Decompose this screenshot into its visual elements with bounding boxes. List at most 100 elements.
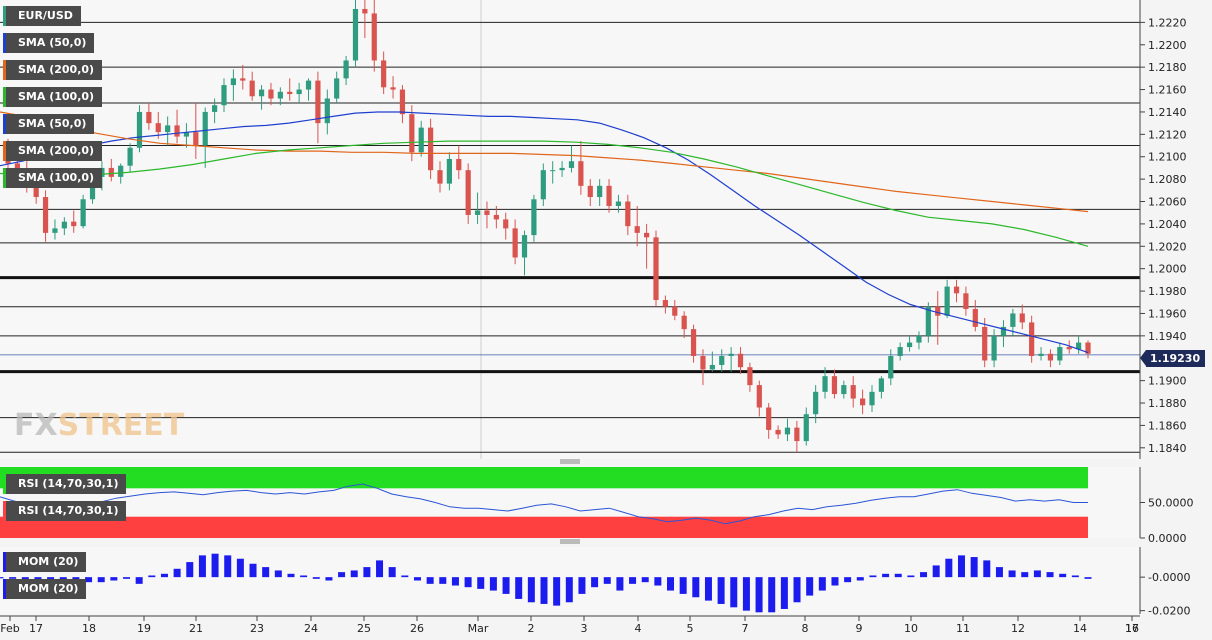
mom-bar: [641, 577, 649, 583]
mom-bar: [983, 560, 991, 578]
candle-body: [52, 228, 58, 233]
mom-bar: [1033, 570, 1041, 578]
candle-body: [521, 235, 528, 258]
mom-bar: [287, 573, 295, 578]
candle-body: [277, 91, 283, 99]
price-tick-label: 1.1860: [1148, 419, 1187, 432]
mom-bar: [363, 567, 371, 578]
candle-body: [343, 60, 349, 79]
candle-body: [305, 80, 312, 90]
indicator-label[interactable]: SMA (200,0): [3, 141, 103, 161]
mom-bar: [603, 577, 611, 584]
candle-body: [803, 414, 809, 442]
price-tick-label: 1.2200: [1148, 39, 1187, 52]
candle-body: [906, 342, 913, 348]
price-tick-label: 1.2220: [1148, 16, 1187, 29]
mom-bar: [591, 577, 599, 588]
rsi-label[interactable]: RSI (14,70,30,1): [3, 501, 127, 521]
mom-bar: [527, 577, 535, 603]
rsi-tick-label: 0.0000: [1148, 532, 1187, 545]
mom-bar: [1021, 572, 1029, 578]
candle-body: [371, 13, 377, 61]
mom-bar: [654, 577, 662, 586]
candle-body: [784, 427, 791, 435]
candle-body: [268, 89, 274, 99]
mom-bar: [768, 577, 776, 613]
candle-body: [315, 80, 321, 124]
mom-bar: [0, 577, 4, 579]
mom-bar: [325, 577, 333, 581]
mom-bar: [439, 577, 447, 584]
candle-body: [916, 335, 922, 343]
mom-label[interactable]: MOM (20): [3, 552, 87, 572]
mom-bar: [224, 555, 232, 578]
candle-body: [935, 306, 941, 316]
price-tick-label: 1.2160: [1148, 84, 1187, 97]
watermark-fx: FX: [14, 408, 58, 443]
indicator-label[interactable]: SMA (200,0): [3, 60, 103, 80]
indicator-label[interactable]: SMA (50,0): [3, 114, 95, 134]
price-tick-label: 1.2080: [1148, 173, 1187, 186]
mom-bar: [97, 577, 105, 583]
candle-body: [512, 228, 518, 258]
candle-body: [127, 147, 133, 166]
candle-body: [878, 378, 884, 392]
mom-bar: [704, 577, 712, 601]
last-price-tag: 1.19230: [1139, 350, 1206, 367]
indicator-label[interactable]: EUR/USD: [3, 6, 81, 26]
mom-bar: [262, 567, 270, 578]
candle-body: [719, 356, 725, 365]
indicator-label[interactable]: SMA (100,0): [3, 168, 103, 188]
candle-body: [869, 391, 875, 406]
mom-bar: [426, 577, 434, 584]
mom-bar: [464, 577, 472, 588]
mom-bar: [148, 575, 156, 578]
candle-body: [258, 89, 265, 97]
rsi-label[interactable]: RSI (14,70,30,1): [3, 474, 127, 494]
mom-tick-label: -0.0200: [1148, 605, 1190, 618]
x-tick-label: 24: [304, 622, 318, 635]
x-tick-label: 7: [742, 622, 749, 635]
candle-body: [963, 293, 969, 309]
mom-bar: [1008, 570, 1016, 578]
x-tick-label: 10: [904, 622, 918, 635]
mom-bar: [755, 577, 763, 613]
candle-body: [925, 306, 931, 336]
mom-bar: [1071, 575, 1079, 578]
candle-body: [146, 111, 152, 124]
candle-body: [136, 111, 143, 148]
indicator-label[interactable]: SMA (50,0): [3, 33, 95, 53]
candle-body: [1038, 353, 1044, 357]
candle-body: [334, 78, 340, 99]
mom-bar: [717, 577, 725, 604]
indicator-label[interactable]: SMA (100,0): [3, 87, 103, 107]
mom-bar: [818, 577, 826, 591]
x-tick-label: 25: [357, 622, 371, 635]
candle-body: [202, 111, 208, 146]
candle-body: [644, 232, 650, 238]
candle-body: [381, 60, 387, 88]
x-tick-label: 16: [1125, 622, 1139, 635]
mom-bar: [667, 577, 675, 591]
candle-body: [484, 210, 490, 215]
mom-label[interactable]: MOM (20): [3, 579, 87, 599]
candle-body: [89, 176, 96, 200]
candle-body: [1057, 347, 1063, 361]
mom-bar: [515, 577, 523, 599]
mom-bar: [135, 577, 143, 584]
mom-bar: [894, 573, 902, 578]
mom-bar: [629, 577, 637, 584]
candle-body: [972, 308, 978, 327]
mom-bar: [9, 577, 17, 579]
x-tick-label: 18: [82, 622, 96, 635]
mom-bar: [932, 565, 940, 578]
candle-body: [953, 286, 960, 294]
price-tick-label: 1.2180: [1148, 61, 1187, 74]
x-tick-label: 8: [802, 622, 809, 635]
x-tick-label: 23: [250, 622, 264, 635]
x-tick-label: 26: [410, 622, 424, 635]
candle-body: [766, 407, 772, 430]
candle-body: [700, 356, 706, 370]
candle-body: [1010, 313, 1016, 327]
mom-bar: [312, 577, 320, 579]
